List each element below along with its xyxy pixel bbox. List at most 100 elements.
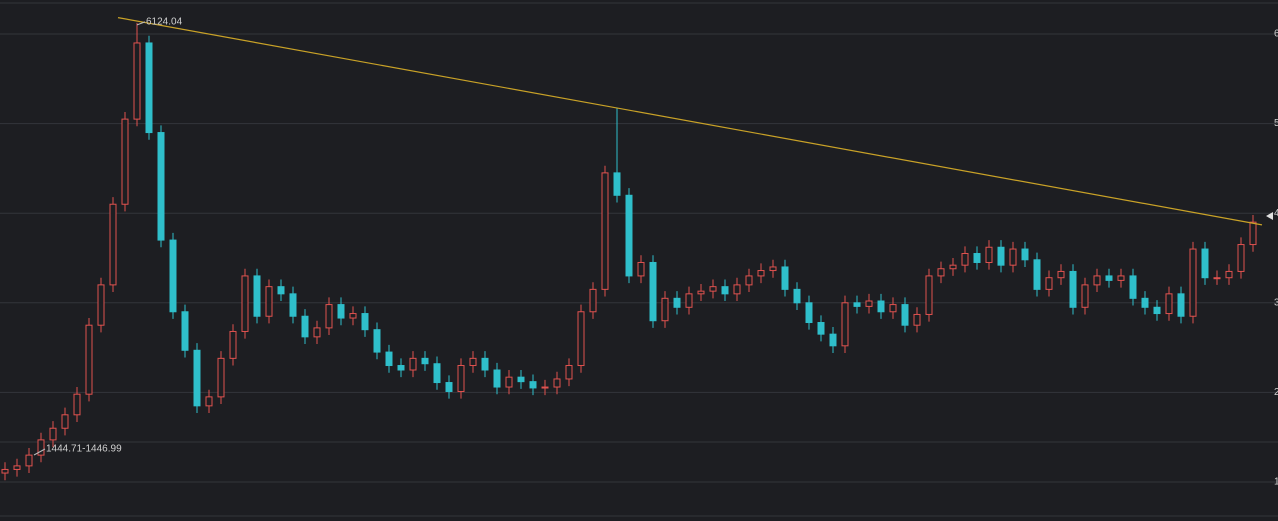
candle-body <box>301 315 309 338</box>
candle-body <box>973 253 981 263</box>
candle-body <box>37 439 45 456</box>
candle-body <box>145 42 153 134</box>
candle-body <box>685 293 693 308</box>
candle-body <box>241 275 249 332</box>
candle-body <box>1033 259 1041 290</box>
candle-body <box>733 284 741 295</box>
candle-body <box>73 393 81 416</box>
candle-body <box>769 266 777 272</box>
candle-body <box>565 365 573 380</box>
candle-body <box>601 172 609 290</box>
edge-marker <box>1266 212 1273 220</box>
candle-body <box>649 261 657 322</box>
candle-body <box>1021 248 1029 261</box>
candle-body <box>337 304 345 319</box>
candle-body <box>1153 306 1161 315</box>
candle-body <box>1009 248 1017 266</box>
candle-body <box>61 414 69 429</box>
candle-body <box>409 357 417 371</box>
candle-body <box>961 253 969 266</box>
candle-body <box>697 290 705 295</box>
candle-body <box>1 468 9 474</box>
candle-body <box>373 329 381 353</box>
candle-body <box>325 304 333 329</box>
candle-body <box>841 302 849 347</box>
candle-body <box>181 311 189 351</box>
candle-body <box>709 286 717 292</box>
candle-body <box>541 386 549 389</box>
y-tick-label: 2000 <box>1274 387 1278 398</box>
candle-body <box>949 264 957 270</box>
candle-body <box>757 270 765 277</box>
candle-body <box>1249 221 1257 246</box>
candle-body <box>1213 277 1221 280</box>
candle-body <box>1057 270 1065 279</box>
candle-body <box>673 297 681 308</box>
y-tick-label: 5000 <box>1274 118 1278 129</box>
y-tick-label: 1000 <box>1274 477 1278 488</box>
candle-body <box>217 357 225 398</box>
candle-body <box>1165 293 1173 315</box>
candle-body <box>109 203 117 286</box>
candle-body <box>901 304 909 326</box>
candle-body <box>121 118 129 205</box>
candle-body <box>445 382 453 393</box>
candle-body <box>997 246 1005 266</box>
candle-body <box>577 311 585 367</box>
candle-body <box>1081 284 1089 308</box>
candle-body <box>97 284 105 326</box>
candle-body <box>553 378 561 388</box>
candle-body <box>421 357 429 365</box>
candle-body <box>1105 275 1113 281</box>
candle-body <box>1117 275 1125 281</box>
candle-body <box>385 351 393 367</box>
candle-body <box>349 313 357 319</box>
candle-body <box>1237 244 1245 272</box>
candle-body <box>985 246 993 263</box>
candle-body <box>1045 277 1053 290</box>
candle-body <box>889 304 897 313</box>
candle-body <box>529 381 537 389</box>
candle-body <box>817 322 825 335</box>
candle-body <box>169 239 177 313</box>
candle-body <box>517 376 525 383</box>
candle-body <box>397 365 405 371</box>
candle-body <box>625 194 633 277</box>
min-pointer <box>33 448 46 456</box>
candle-body <box>781 266 789 290</box>
min-label: 1444.71-1446.99 <box>46 444 122 455</box>
candle-body <box>661 297 669 322</box>
candle-body <box>265 286 273 317</box>
trend-line <box>117 17 1263 226</box>
candle-body <box>289 293 297 317</box>
candle-body <box>1141 297 1149 308</box>
candle-body <box>457 365 465 393</box>
candle-body <box>1069 270 1077 308</box>
candle-body <box>85 324 93 395</box>
candle-body <box>13 465 21 470</box>
candle-body <box>433 363 441 384</box>
candle-body <box>157 132 165 241</box>
candle-body <box>361 313 369 331</box>
candle-body <box>1189 248 1197 317</box>
candle-body <box>613 172 621 196</box>
max-label: 6124.04 <box>146 17 183 28</box>
candle-body <box>1201 248 1209 279</box>
candle-body <box>205 396 213 407</box>
candle-body <box>505 376 513 388</box>
candle-body <box>913 313 921 326</box>
candle-body <box>829 333 837 347</box>
candle-body <box>1177 293 1185 317</box>
candle-body <box>793 288 801 304</box>
candle-body <box>637 261 645 277</box>
candle-body <box>481 357 489 371</box>
candle-body <box>133 42 141 120</box>
candle-body <box>25 454 33 467</box>
candle-body <box>229 330 237 359</box>
y-tick-label: 3000 <box>1274 297 1278 308</box>
candle-body <box>877 300 885 313</box>
candle-body <box>721 286 729 295</box>
candle-body <box>1129 275 1137 299</box>
